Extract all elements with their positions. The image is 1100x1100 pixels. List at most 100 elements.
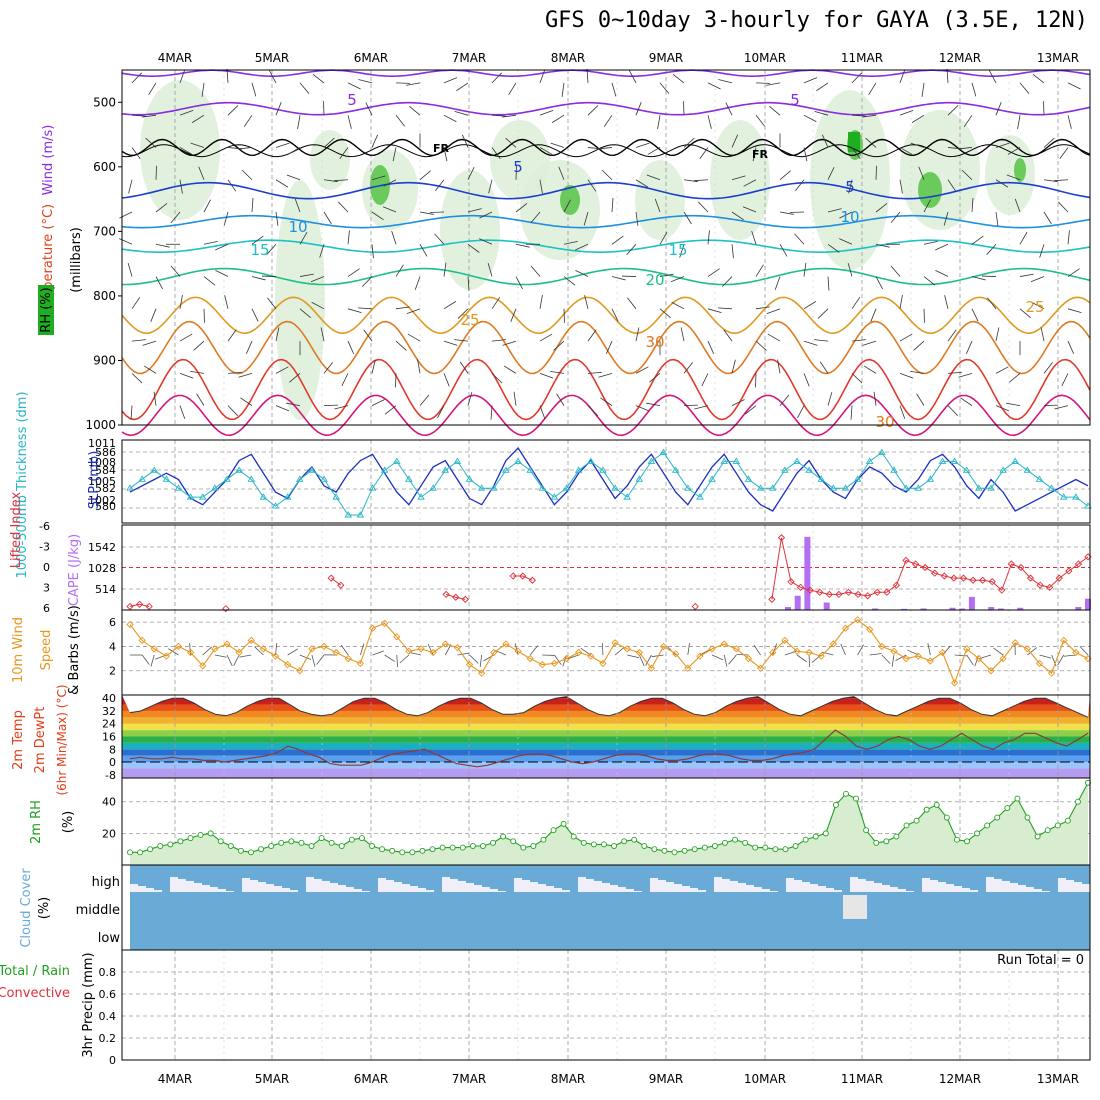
temperature-contour bbox=[121, 296, 1091, 335]
date-label-top: 7MAR bbox=[452, 51, 487, 65]
temperature-band bbox=[122, 749, 1090, 756]
rh2m-marker bbox=[631, 836, 638, 843]
thickness-marker bbox=[732, 457, 741, 464]
wind-barb-10m bbox=[457, 652, 470, 656]
rh-shade bbox=[635, 160, 685, 240]
date-label-top: 13MAR bbox=[1037, 51, 1079, 65]
thickness-marker bbox=[987, 484, 995, 491]
rh2m-area bbox=[130, 782, 1088, 865]
thickness-marker bbox=[865, 457, 874, 464]
wind-barb bbox=[721, 276, 733, 287]
axis-label-lifted: Lifted Index bbox=[9, 491, 24, 568]
lifted-index-marker bbox=[1055, 574, 1063, 582]
wind-contour bbox=[121, 181, 1091, 200]
wind-barb bbox=[862, 114, 877, 118]
wind-barb-10m bbox=[396, 654, 399, 667]
cloud-high bbox=[882, 865, 890, 885]
wind-barb bbox=[995, 142, 1010, 148]
thickness-marker bbox=[150, 466, 159, 473]
cloud-high bbox=[1010, 865, 1018, 883]
cloud-high bbox=[186, 865, 194, 881]
wind-barb bbox=[659, 273, 674, 277]
rh2m-marker bbox=[328, 839, 335, 846]
wind-barb-10m bbox=[233, 654, 240, 666]
wind-barb bbox=[347, 268, 360, 277]
cloud-high bbox=[210, 865, 218, 887]
wind-barb bbox=[870, 308, 877, 322]
wind-barb bbox=[680, 327, 685, 342]
wind-barb-10m bbox=[399, 654, 410, 664]
cloud-high bbox=[218, 865, 226, 889]
wind-barb bbox=[347, 230, 350, 245]
cloud-high bbox=[522, 865, 530, 880]
cloud-high bbox=[1050, 865, 1058, 893]
wind-barb bbox=[286, 402, 301, 407]
rh2m-marker bbox=[147, 846, 154, 853]
wind-barb bbox=[1057, 201, 1069, 213]
rh2m-marker bbox=[792, 843, 799, 849]
wind-barb bbox=[1006, 174, 1021, 181]
wind-barb-10m bbox=[1057, 654, 1065, 666]
wind10-marker bbox=[502, 640, 510, 648]
wind-barb bbox=[731, 134, 739, 148]
wind-barb bbox=[371, 175, 386, 181]
rh2m-marker bbox=[621, 838, 628, 845]
wind10-marker bbox=[684, 664, 692, 672]
lifted-index-marker bbox=[1017, 563, 1025, 572]
wind-barb bbox=[731, 175, 746, 181]
ytick-label-cape: 1542 bbox=[88, 541, 116, 554]
wind-barb-10m bbox=[1079, 645, 1089, 656]
wind-barb bbox=[319, 244, 325, 258]
rh2m-marker bbox=[288, 838, 295, 845]
temperature-band bbox=[122, 730, 1090, 737]
wind-barb bbox=[203, 240, 218, 245]
wind-barb bbox=[890, 265, 901, 277]
wind-barb bbox=[502, 114, 517, 118]
cloud-high bbox=[138, 865, 146, 886]
wind-barb bbox=[777, 359, 781, 374]
wind10-marker bbox=[975, 654, 983, 663]
wind-barb bbox=[150, 308, 157, 322]
cloud-high bbox=[442, 865, 450, 877]
axis-label-wind10: 10m Wind bbox=[11, 617, 26, 683]
lifted-index-marker bbox=[806, 586, 814, 594]
thickness-marker bbox=[599, 466, 607, 473]
wind-barb bbox=[269, 70, 277, 84]
wind-barb bbox=[725, 102, 733, 116]
wind-barb bbox=[862, 340, 877, 346]
wind-barb bbox=[323, 137, 335, 148]
wind-barb bbox=[505, 137, 517, 148]
thickness-marker bbox=[696, 493, 704, 500]
wind-barb-10m bbox=[840, 643, 846, 656]
thickness-marker bbox=[829, 484, 838, 491]
wind-barb bbox=[847, 262, 853, 277]
ytick-label-wind10: 2 bbox=[109, 665, 116, 678]
ytick-label-slp: 1011 bbox=[88, 437, 116, 450]
wind-barb bbox=[443, 114, 457, 123]
wind-barb bbox=[358, 79, 373, 84]
wind-barb-10m bbox=[287, 648, 299, 656]
wind-barb bbox=[414, 276, 421, 290]
wind-barb bbox=[130, 405, 133, 420]
thickness-marker bbox=[477, 484, 486, 491]
wind-barb bbox=[1019, 82, 1030, 94]
wind-barb bbox=[550, 142, 565, 148]
wind-barb bbox=[875, 203, 888, 213]
wind-barb bbox=[707, 230, 710, 245]
date-label-top: 11MAR bbox=[841, 51, 883, 65]
wind-barb bbox=[672, 73, 685, 84]
rh2m-marker bbox=[1064, 817, 1071, 824]
temperature-band bbox=[122, 736, 1090, 743]
wind-barb bbox=[575, 270, 589, 277]
wind-barb bbox=[899, 405, 906, 419]
wind-barb bbox=[718, 79, 733, 84]
rh2m-marker bbox=[298, 839, 305, 846]
wind-barb bbox=[635, 405, 650, 412]
cloud-high bbox=[322, 865, 330, 881]
thickness-marker bbox=[441, 466, 450, 473]
ytick-label-precip: 0.4 bbox=[99, 1010, 117, 1023]
thickness-marker bbox=[1035, 475, 1044, 482]
wind-barb-10m bbox=[239, 654, 252, 658]
wind-barb bbox=[363, 329, 373, 342]
wind-barb bbox=[371, 244, 374, 259]
